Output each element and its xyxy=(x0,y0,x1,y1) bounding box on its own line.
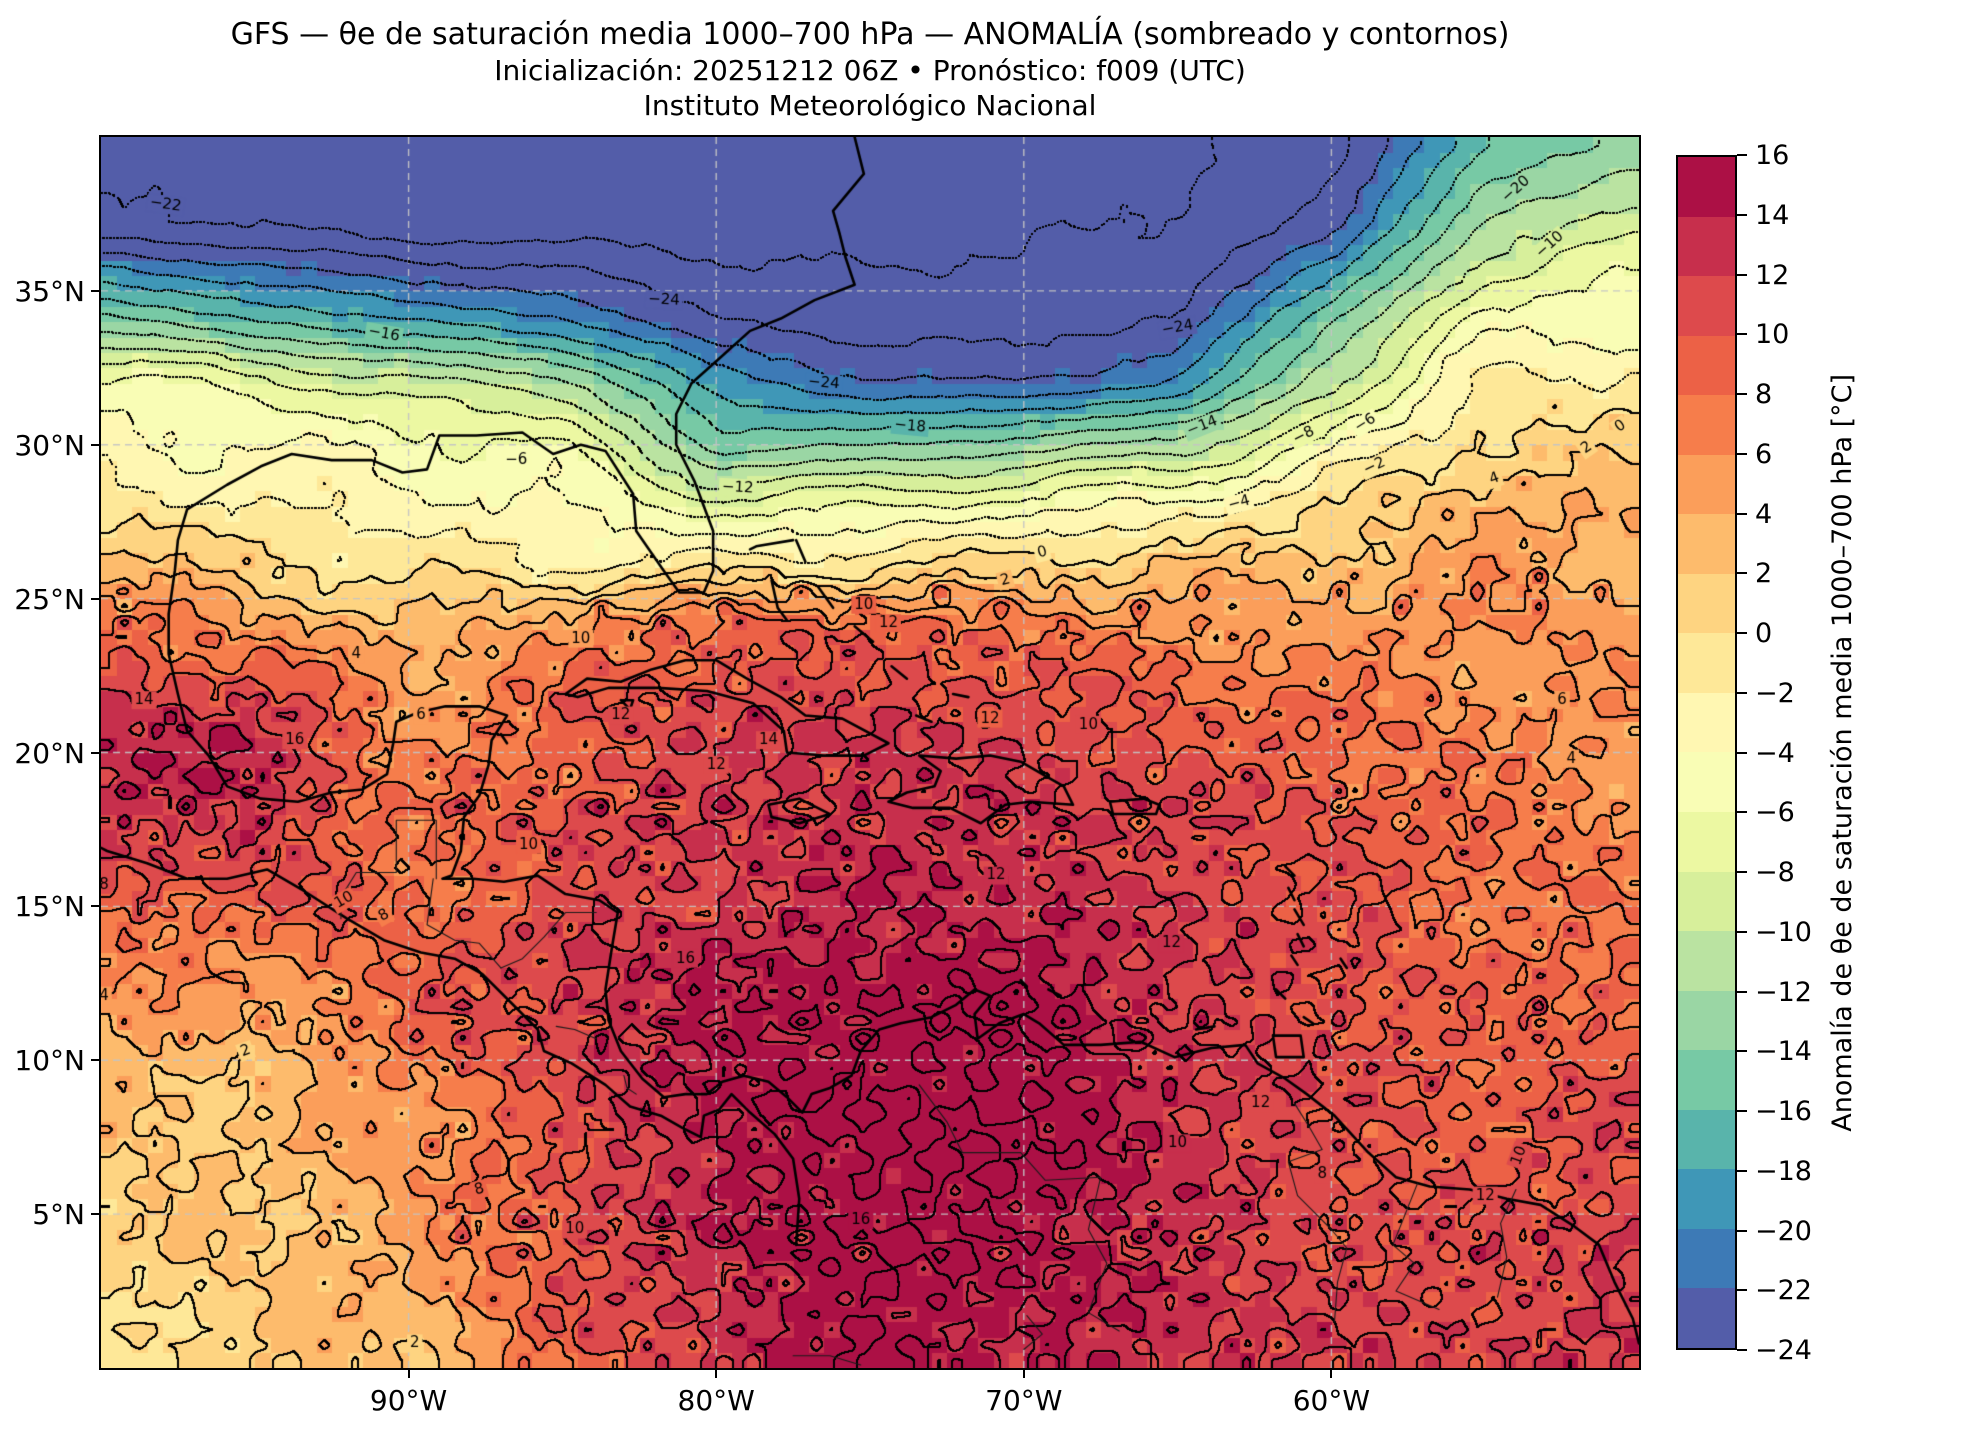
colorbar-tick-label: 14 xyxy=(1755,199,1790,231)
colorbar-band xyxy=(1678,1169,1735,1229)
colorbar-tickmark xyxy=(1737,393,1747,395)
y-axis-tickmark xyxy=(91,1059,99,1062)
colorbar-tickmark xyxy=(1737,990,1747,993)
chart-init-forecast-line: Inicialización: 20251212 06Z • Pronóstic… xyxy=(494,54,1246,87)
colorbar-tickmark xyxy=(1737,871,1747,873)
chart-institute-line: Instituto Meteorológico Nacional xyxy=(643,89,1097,122)
y-axis-tick-label: 5°N xyxy=(32,1198,85,1232)
colorbar-tick-label: 4 xyxy=(1755,498,1773,530)
colorbar-tick-label: 12 xyxy=(1755,259,1790,291)
colorbar-band xyxy=(1678,395,1735,455)
y-axis-tickmark xyxy=(91,751,99,754)
y-axis-tickmark xyxy=(91,597,99,600)
colorbar-band xyxy=(1678,573,1735,634)
colorbar-tick-label: 0 xyxy=(1755,618,1773,649)
colorbar-tickmark xyxy=(1737,751,1747,754)
colorbar-tick-label: −24 xyxy=(1755,1335,1812,1366)
colorbar-tick-label: −14 xyxy=(1755,1036,1812,1068)
colorbar-tickmark xyxy=(1737,1050,1747,1053)
colorbar-tickmark xyxy=(1737,333,1747,336)
chart-title: GFS — θe de saturación media 1000–700 hP… xyxy=(230,17,1510,52)
colorbar-tick-label: 8 xyxy=(1755,379,1773,410)
colorbar-tickmark xyxy=(1737,213,1747,216)
colorbar-band xyxy=(1678,514,1735,574)
y-axis-tickmark xyxy=(91,905,99,908)
colorbar-band xyxy=(1678,1288,1735,1348)
colorbar xyxy=(1676,155,1737,1350)
colorbar-tickmark xyxy=(1737,930,1747,933)
colorbar-tickmark xyxy=(1737,1289,1747,1292)
x-axis-tickmark xyxy=(1330,1370,1333,1378)
y-axis-tick-label: 35°N xyxy=(14,274,85,308)
x-axis-tick-label: 90°W xyxy=(369,1384,448,1417)
colorbar-tick-label: −12 xyxy=(1755,976,1812,1008)
colorbar-band xyxy=(1678,692,1735,753)
colorbar-band xyxy=(1678,812,1735,872)
colorbar-tickmark xyxy=(1737,811,1747,814)
colorbar-tickmark xyxy=(1737,154,1747,156)
colorbar-band xyxy=(1678,633,1735,693)
colorbar-tick-label: −2 xyxy=(1755,677,1795,709)
colorbar-band xyxy=(1678,752,1735,813)
title-block: GFS — θe de saturación media 1000–700 hP… xyxy=(101,16,1639,123)
colorbar-tick-label: 10 xyxy=(1755,319,1790,351)
colorbar-tick-label: −16 xyxy=(1755,1096,1812,1127)
colorbar-tick-label: −20 xyxy=(1755,1215,1812,1247)
colorbar-band xyxy=(1678,276,1735,336)
colorbar-tickmark xyxy=(1737,632,1747,634)
colorbar-tickmark xyxy=(1737,1349,1747,1351)
contour-map-canvas xyxy=(101,137,1639,1368)
x-axis-tickmark xyxy=(1022,1370,1025,1378)
colorbar-band xyxy=(1678,871,1735,932)
x-axis-tickmark xyxy=(407,1370,410,1378)
x-axis-tickmark xyxy=(715,1370,718,1378)
y-axis-tick-label: 20°N xyxy=(14,736,85,770)
colorbar-band xyxy=(1678,216,1735,277)
colorbar-band xyxy=(1678,1228,1735,1289)
y-axis-tick-label: 25°N xyxy=(14,582,85,616)
colorbar-band xyxy=(1678,1050,1735,1110)
colorbar-band xyxy=(1678,454,1735,515)
colorbar-band xyxy=(1678,931,1735,991)
colorbar-tickmark xyxy=(1737,572,1747,575)
y-axis-tick-label: 10°N xyxy=(14,1044,85,1078)
colorbar-axis-label: Anomalía de θe de saturación media 1000–… xyxy=(1826,373,1858,1132)
colorbar-tickmark xyxy=(1737,452,1747,455)
x-axis-tick-label: 60°W xyxy=(1292,1384,1371,1417)
colorbar-tick-label: 6 xyxy=(1755,438,1773,470)
colorbar-tick-label: 2 xyxy=(1755,558,1773,590)
y-axis-tickmark xyxy=(91,289,99,292)
y-axis-tickmark xyxy=(91,443,99,446)
colorbar-tickmark xyxy=(1737,1110,1747,1112)
colorbar-tick-label: −10 xyxy=(1755,916,1812,948)
x-axis-tick-label: 70°W xyxy=(985,1384,1063,1417)
y-axis-tickmark xyxy=(91,1213,99,1216)
y-axis-tick-label: 30°N xyxy=(14,428,85,462)
y-axis-tick-label: 15°N xyxy=(14,890,85,924)
colorbar-band xyxy=(1678,335,1735,396)
colorbar-band xyxy=(1678,990,1735,1051)
colorbar-tickmark xyxy=(1737,512,1747,515)
colorbar-tick-label: −8 xyxy=(1755,857,1795,888)
x-axis-tick-label: 80°W xyxy=(677,1384,755,1417)
colorbar-tick-label: −22 xyxy=(1755,1275,1812,1307)
colorbar-tickmark xyxy=(1737,1229,1747,1232)
colorbar-tickmark xyxy=(1737,1169,1747,1172)
colorbar-tick-label: 16 xyxy=(1755,140,1790,171)
colorbar-tick-label: −6 xyxy=(1755,797,1795,829)
colorbar-tickmark xyxy=(1737,273,1747,276)
colorbar-tickmark xyxy=(1737,691,1747,694)
colorbar-tick-label: −18 xyxy=(1755,1155,1812,1187)
colorbar-band xyxy=(1678,157,1735,217)
colorbar-band xyxy=(1678,1109,1735,1170)
colorbar-tick-label: −4 xyxy=(1755,737,1795,769)
